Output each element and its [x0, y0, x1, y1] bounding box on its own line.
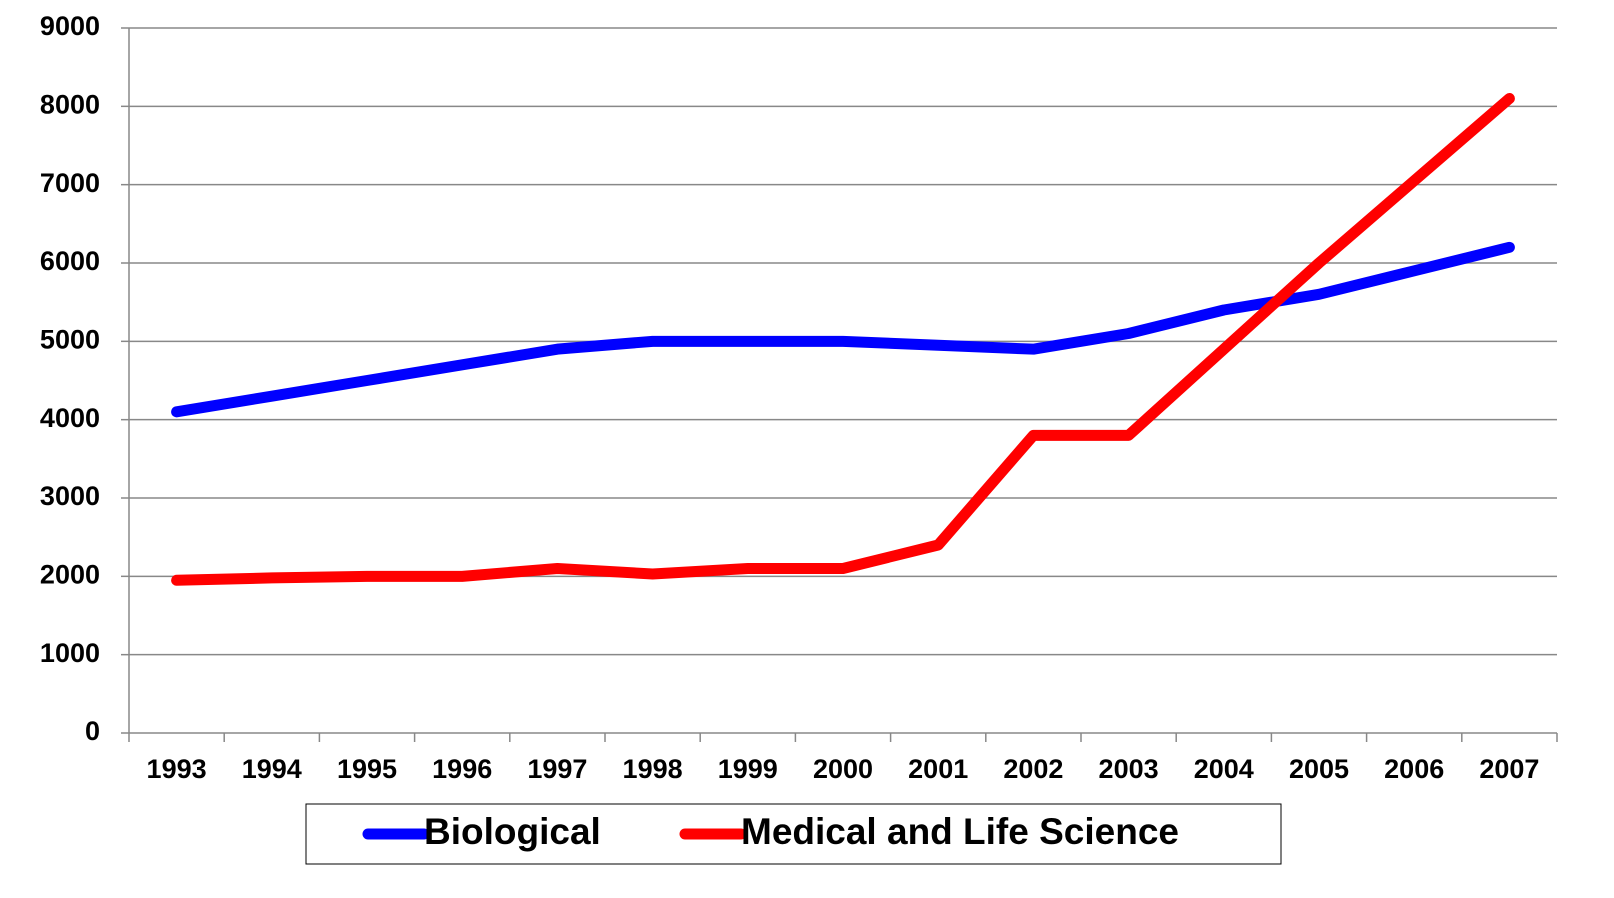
line-series: [171, 241, 1515, 418]
x-tick-label: 1994: [242, 754, 302, 784]
y-tick-label: 0: [85, 716, 100, 746]
x-tick-label: 1998: [623, 754, 683, 784]
x-tick-label: 2001: [908, 754, 968, 784]
x-tick-label: 2004: [1194, 754, 1254, 784]
y-tick-label: 9000: [40, 11, 100, 41]
y-tick-label: 8000: [40, 89, 100, 119]
y-tick-label: 3000: [40, 481, 100, 511]
line-series: [171, 93, 1515, 586]
x-tick-label: 2005: [1289, 754, 1349, 784]
x-tick-label: 1995: [337, 754, 397, 784]
x-tick-label: 2006: [1384, 754, 1444, 784]
y-tick-label: 7000: [40, 168, 100, 198]
y-tick-label: 2000: [40, 559, 100, 589]
x-tick-label: 1997: [527, 754, 587, 784]
y-tick-label: 6000: [40, 246, 100, 276]
x-tick-label: 2000: [813, 754, 873, 784]
y-tick-label: 1000: [40, 638, 100, 668]
x-tick-label: 2003: [1099, 754, 1159, 784]
y-tick-label: 5000: [40, 324, 100, 354]
x-tick-label: 2007: [1479, 754, 1539, 784]
x-tick-label: 1993: [147, 754, 207, 784]
legend-label: Medical and Life Science: [741, 811, 1179, 852]
x-tick-label: 1999: [718, 754, 778, 784]
legend-box: [305, 803, 1282, 865]
legend-label: Biological: [424, 811, 601, 852]
y-tick-label: 4000: [40, 403, 100, 433]
x-tick-label: 1996: [432, 754, 492, 784]
x-tick-label: 2002: [1003, 754, 1063, 784]
